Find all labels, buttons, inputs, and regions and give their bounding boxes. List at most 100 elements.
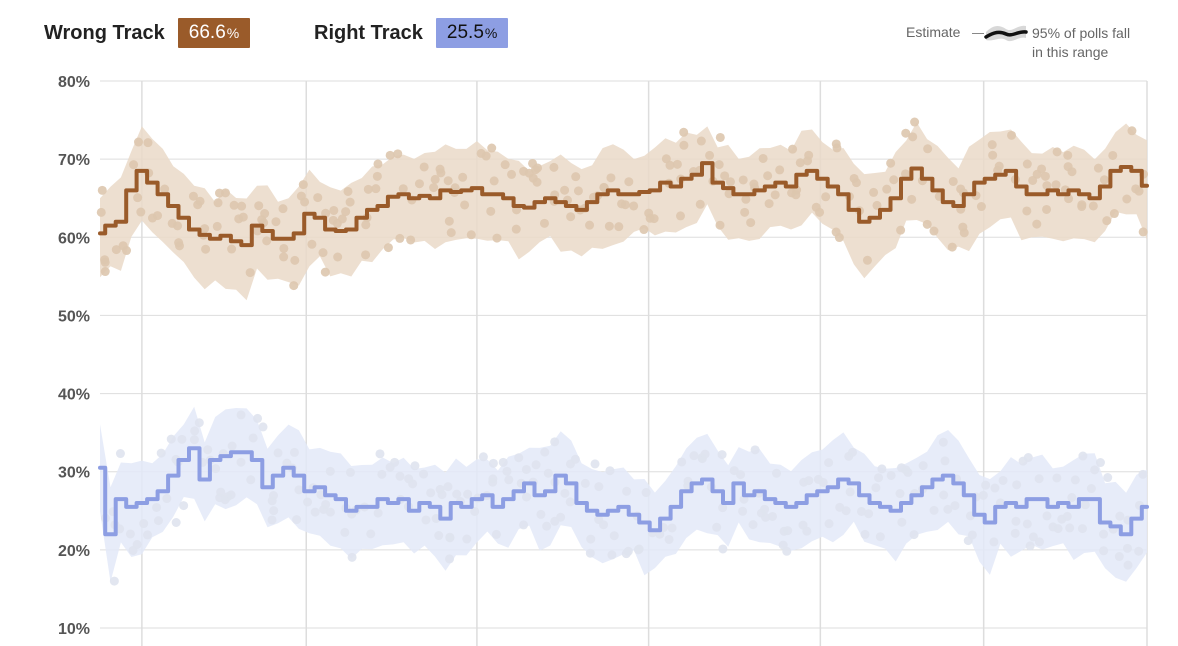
poll-point (385, 150, 395, 160)
poll-point (375, 449, 385, 459)
key-leader-line (972, 33, 984, 34)
poll-point (1099, 175, 1109, 185)
poll-point (373, 159, 383, 169)
poll-point (434, 531, 444, 541)
poll-point (1122, 194, 1132, 204)
poll-point (226, 490, 236, 500)
poll-point (125, 529, 135, 539)
poll-point (300, 197, 310, 207)
poll-point (429, 183, 439, 193)
poll-point (248, 433, 258, 443)
poll-point (1040, 171, 1050, 181)
poll-point (189, 435, 199, 445)
poll-point (624, 177, 634, 187)
poll-point (1108, 150, 1118, 160)
poll-point (1032, 219, 1042, 229)
poll-point (1053, 524, 1063, 534)
poll-point (749, 179, 759, 189)
poll-point (725, 177, 735, 187)
poll-point (705, 150, 715, 160)
poll-point (621, 549, 631, 559)
poll-point (907, 194, 917, 204)
poll-point (617, 199, 627, 209)
poll-point (343, 186, 353, 196)
poll-point (393, 149, 403, 159)
poll-point (220, 188, 230, 198)
poll-point (373, 508, 383, 518)
poll-point (341, 207, 351, 217)
poll-point (1138, 227, 1148, 237)
poll-point (795, 158, 805, 168)
poll-point (371, 184, 381, 194)
poll-point (347, 552, 357, 562)
poll-point (279, 252, 289, 262)
key-swatch-icon (984, 25, 1028, 42)
poll-point (511, 224, 521, 234)
poll-point (271, 217, 281, 227)
poll-point (738, 175, 748, 185)
poll-point (909, 530, 919, 540)
poll-point (788, 144, 798, 154)
poll-point (329, 205, 339, 215)
poll-point (313, 193, 323, 203)
poll-point (667, 523, 677, 533)
poll-point (463, 489, 473, 499)
poll-point (886, 470, 896, 480)
poll-point (1115, 511, 1125, 521)
poll-point (877, 464, 887, 474)
poll-point (160, 184, 170, 194)
poll-point (188, 191, 198, 201)
poll-point (118, 241, 128, 251)
wrong-track-value: 66.6 (188, 22, 226, 43)
poll-point (872, 200, 882, 210)
poll-point (761, 512, 771, 522)
poll-point (1067, 493, 1077, 503)
poll-point (1062, 511, 1072, 521)
poll-point (521, 492, 531, 502)
poll-point (532, 177, 542, 187)
poll-point (153, 516, 163, 526)
poll-point (664, 534, 674, 544)
poll-point (590, 459, 600, 469)
poll-point (1022, 519, 1032, 529)
poll-point (665, 160, 675, 170)
poll-point (333, 252, 343, 262)
poll-point (712, 522, 722, 532)
poll-point (345, 467, 355, 477)
poll-point (717, 450, 727, 460)
poll-point (1093, 163, 1103, 173)
poll-point (446, 228, 456, 238)
poll-point (770, 190, 780, 200)
right-track-value-badge: 25.5% (435, 18, 509, 48)
poll-point (1114, 552, 1124, 562)
poll-point (998, 475, 1008, 485)
poll-point (372, 171, 382, 181)
poll-point (236, 457, 246, 467)
poll-point (556, 512, 566, 522)
poll-point (253, 226, 263, 236)
y-tick-label: 60% (58, 230, 90, 247)
poll-point (262, 236, 272, 246)
poll-point (267, 515, 277, 525)
poll-point (171, 517, 181, 527)
y-tick-label: 10% (58, 621, 90, 638)
poll-point (746, 218, 756, 228)
poll-point (1086, 484, 1096, 494)
poll-point (897, 517, 907, 527)
poll-point (834, 233, 844, 243)
poll-point (1022, 159, 1032, 169)
poll-point (294, 485, 304, 495)
poll-point (201, 244, 211, 254)
poll-point (614, 222, 624, 232)
poll-point (1078, 451, 1088, 461)
poll-point (947, 242, 957, 252)
right-track-value: 25.5 (446, 22, 484, 43)
key-estimate-label: Estimate (906, 24, 961, 40)
right-track-label: Right Track (314, 21, 423, 44)
wrong-track-value-badge: 66.6% (177, 18, 251, 48)
poll-point (142, 530, 152, 540)
poll-point (1099, 546, 1109, 556)
poll-point (1012, 480, 1022, 490)
poll-point (321, 208, 331, 218)
